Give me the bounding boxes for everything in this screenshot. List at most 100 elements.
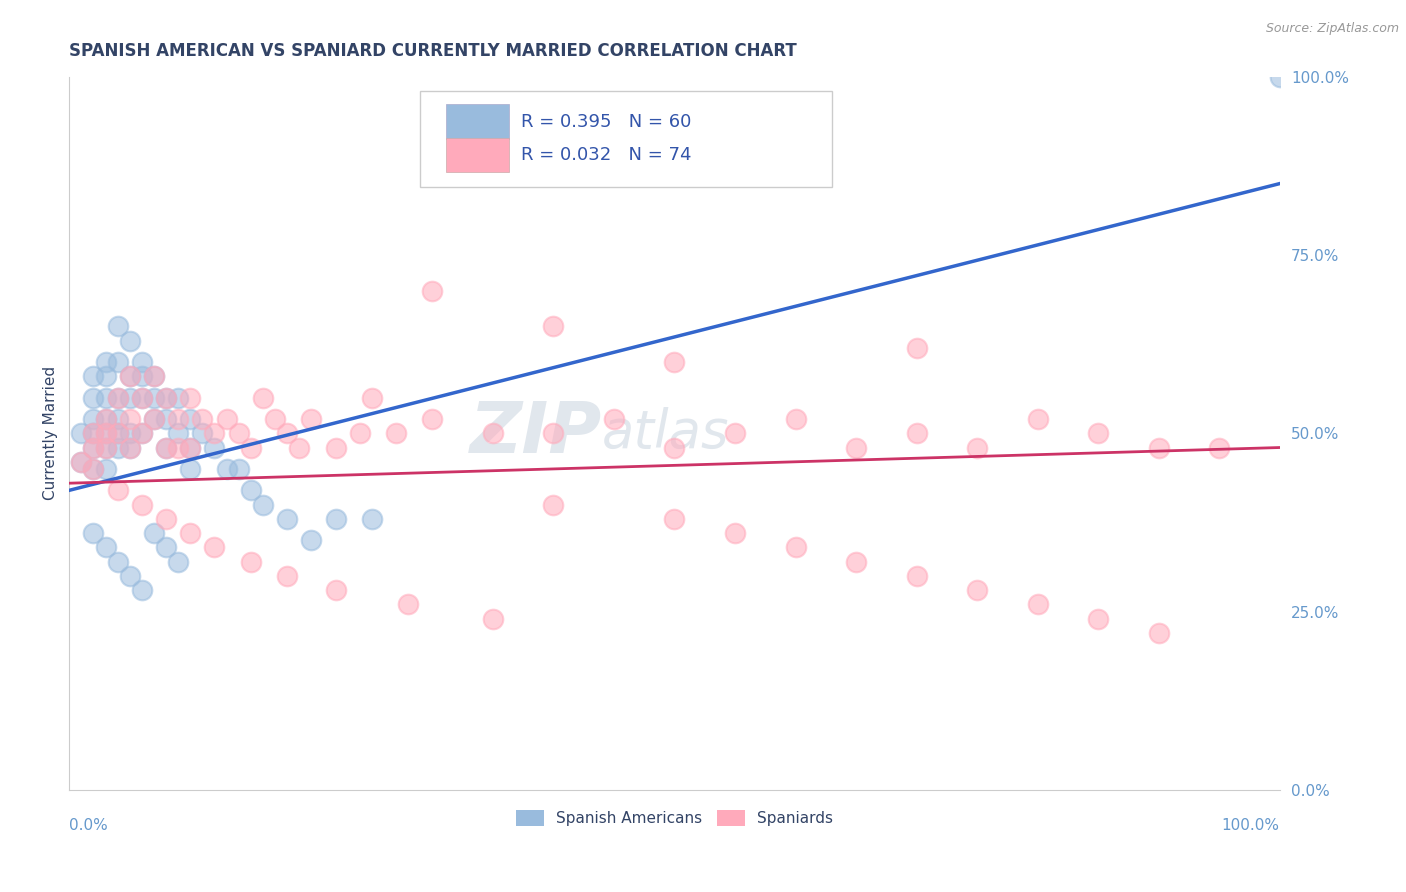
Point [82,462,104,476]
Point [107,483,129,498]
Point [94,391,117,405]
Point [360,391,382,405]
Point [94,369,117,384]
Point [724,426,747,441]
Text: SPANISH AMERICAN VS SPANIARD CURRENTLY MARRIED CORRELATION CHART: SPANISH AMERICAN VS SPANIARD CURRENTLY M… [69,42,797,60]
Point [82,441,104,455]
Point [155,541,177,555]
Point [107,355,129,369]
Point [215,462,238,476]
Point [1026,598,1049,612]
FancyBboxPatch shape [420,91,832,187]
Point [82,462,104,476]
Point [482,426,505,441]
Point [94,441,117,455]
Point [70,455,93,469]
Point [82,369,104,384]
Point [228,462,250,476]
Point [179,441,201,455]
Point [118,369,141,384]
Text: 100.0%: 100.0% [1222,819,1279,833]
Point [905,569,928,583]
Point [1147,626,1170,640]
Point [325,512,347,526]
Point [118,569,141,583]
Point [107,412,129,426]
Point [664,355,686,369]
Legend: Spanish Americans, Spaniards: Spanish Americans, Spaniards [510,804,839,832]
Point [204,426,226,441]
Point [107,391,129,405]
Text: R = 0.032   N = 74: R = 0.032 N = 74 [520,146,692,164]
Point [94,426,117,441]
Point [179,441,201,455]
Point [94,412,117,426]
Point [82,441,104,455]
Point [252,391,274,405]
Point [107,391,129,405]
Point [966,441,988,455]
Point [94,462,117,476]
Point [543,426,565,441]
Point [191,426,214,441]
Point [94,412,117,426]
Point [276,569,298,583]
Point [131,583,153,598]
Point [543,319,565,334]
Point [107,555,129,569]
Point [276,512,298,526]
Point [155,441,177,455]
Point [1087,426,1109,441]
Point [155,391,177,405]
Point [288,441,311,455]
Point [204,541,226,555]
Point [349,426,371,441]
Point [143,412,166,426]
Point [143,412,166,426]
Point [143,526,166,541]
Point [396,598,419,612]
Point [82,526,104,541]
Point [1026,412,1049,426]
Point [143,369,166,384]
Point [167,426,190,441]
Point [107,319,129,334]
Point [131,426,153,441]
Point [603,412,626,426]
Point [1147,441,1170,455]
Point [228,426,250,441]
Point [155,441,177,455]
Point [155,512,177,526]
Point [131,391,153,405]
Point [118,334,141,348]
Point [118,391,141,405]
Point [179,412,201,426]
Point [905,341,928,355]
Point [94,441,117,455]
Point [664,512,686,526]
Point [131,498,153,512]
Point [155,412,177,426]
Point [785,412,807,426]
Point [143,391,166,405]
Point [204,441,226,455]
Point [360,512,382,526]
Point [167,391,190,405]
FancyBboxPatch shape [446,138,509,172]
Point [131,355,153,369]
Point [276,426,298,441]
Text: 0.0%: 0.0% [69,819,108,833]
Point [107,426,129,441]
Point [1208,441,1230,455]
Point [70,426,93,441]
Point [325,583,347,598]
Point [94,541,117,555]
Text: R = 0.395   N = 60: R = 0.395 N = 60 [520,112,692,130]
Point [239,555,262,569]
Point [905,426,928,441]
Point [70,455,93,469]
Point [325,441,347,455]
Point [131,369,153,384]
Point [845,441,868,455]
Point [215,412,238,426]
